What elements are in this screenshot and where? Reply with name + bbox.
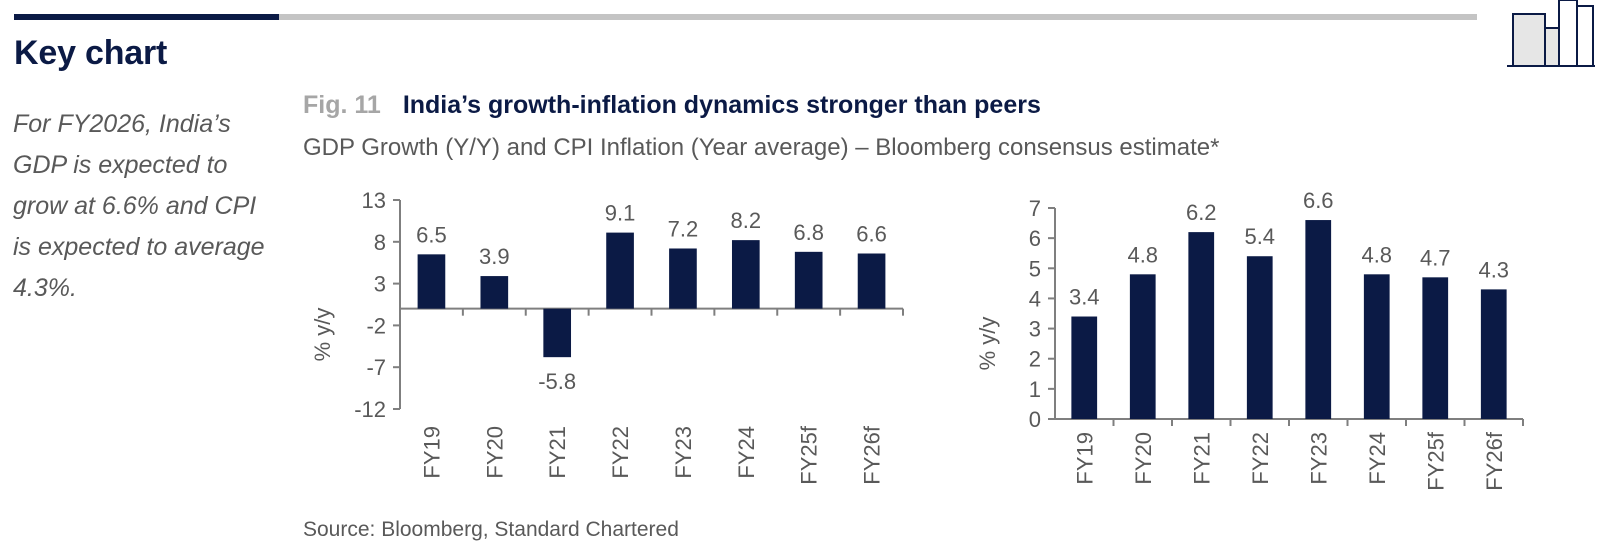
gdp-x-tick-label: FY22 <box>608 426 633 479</box>
gdp-y-tick-label: 13 <box>362 188 386 213</box>
gdp-y-tick-label: -12 <box>354 397 386 422</box>
header-rule-light <box>279 14 1477 20</box>
gdp-x-tick-label: FY26f <box>860 425 885 485</box>
gdp-bar <box>794 251 823 309</box>
gdp-bar <box>669 248 697 309</box>
cpi-bar <box>1188 232 1215 419</box>
gdp-data-label: 6.8 <box>793 220 824 245</box>
cpi-x-tick-label: FY21 <box>1189 432 1214 485</box>
cpi-data-label: 4.7 <box>1420 245 1451 270</box>
cpi-data-label: 6.2 <box>1186 200 1217 225</box>
cpi-y-tick-label: 5 <box>1029 256 1041 281</box>
gdp-x-tick-label: FY21 <box>545 426 570 479</box>
cpi-y-tick-label: 2 <box>1029 347 1041 372</box>
gdp-data-label: 6.5 <box>416 222 447 247</box>
cpi-x-tick-label: FY20 <box>1131 432 1156 485</box>
cpi-x-tick-label: FY25f <box>1423 431 1448 491</box>
cpi-data-label: 6.6 <box>1303 188 1334 213</box>
gdp-data-label: 8.2 <box>731 208 762 233</box>
section-title: Key chart <box>14 34 168 72</box>
cpi-y-tick-label: 1 <box>1029 377 1041 402</box>
cpi-bar <box>1422 277 1449 419</box>
figure-heading: Fig. 11 India’s growth-inflation dynamics… <box>303 91 1041 120</box>
cpi-y-tick-label: 7 <box>1029 196 1041 221</box>
cpi-data-label: 4.8 <box>1127 242 1158 267</box>
cpi-x-tick-label: FY26f <box>1482 431 1507 491</box>
gdp-y-tick-label: 8 <box>374 230 386 255</box>
cpi-bar <box>1246 256 1273 419</box>
cpi-bar <box>1480 289 1507 419</box>
cpi-y-tick-label: 4 <box>1029 286 1041 311</box>
cpi-data-label: 3.4 <box>1069 285 1100 310</box>
gdp-bar <box>543 308 572 358</box>
cpi-y-tick-label: 0 <box>1029 407 1041 432</box>
gdp-bar <box>417 254 446 309</box>
cpi-data-label: 5.4 <box>1244 224 1275 249</box>
gdp-bar <box>480 276 509 309</box>
cpi-y-tick-label: 6 <box>1029 226 1041 251</box>
cpi-data-label: 4.3 <box>1478 257 1509 282</box>
gdp-data-label: 7.2 <box>668 216 699 241</box>
gdp-x-tick-label: FY20 <box>482 426 507 479</box>
gdp-data-label: 6.6 <box>856 222 887 247</box>
gdp-data-label: 9.1 <box>605 201 636 226</box>
figure-title: India’s growth-inflation dynamics strong… <box>402 91 1041 119</box>
cpi-y-tick-label: 3 <box>1029 317 1041 342</box>
figure-subtitle: GDP Growth (Y/Y) and CPI Inflation (Year… <box>303 134 1220 161</box>
gdp-y-axis-label: % y/y <box>310 308 335 362</box>
cpi-x-tick-label: FY23 <box>1306 432 1331 485</box>
cpi-bar <box>1363 274 1390 419</box>
gdp-x-tick-label: FY19 <box>419 426 444 479</box>
header-rule-dark <box>14 14 279 20</box>
bar-chart-logo-icon <box>1507 0 1595 67</box>
cpi-x-tick-label: FY19 <box>1072 432 1097 485</box>
gdp-data-label: 3.9 <box>479 244 510 269</box>
gdp-bar <box>606 232 634 309</box>
cpi-bar <box>1305 220 1332 419</box>
gdp-bar <box>731 240 760 309</box>
cpi-bar <box>1071 316 1098 419</box>
gdp-x-tick-label: FY24 <box>734 426 759 479</box>
gdp-y-tick-label: -2 <box>366 313 386 338</box>
cpi-x-tick-label: FY24 <box>1365 432 1390 485</box>
cpi-y-axis-label: % y/y <box>975 317 1000 371</box>
gdp-data-label: -5.8 <box>538 369 576 394</box>
cpi-bar <box>1129 274 1156 419</box>
cpi-data-label: 4.8 <box>1361 242 1392 267</box>
gdp-y-tick-label: -7 <box>366 355 386 380</box>
side-note: For FY2026, India’s GDP is expected to g… <box>13 110 265 302</box>
figure-source: Source: Bloomberg, Standard Chartered <box>303 518 679 541</box>
gdp-bar <box>857 253 886 309</box>
gdp-y-tick-label: 3 <box>374 272 386 297</box>
gdp-x-tick-label: FY23 <box>671 426 696 479</box>
gdp-x-tick-label: FY25f <box>797 425 822 485</box>
cpi-x-tick-label: FY22 <box>1248 432 1273 485</box>
figure-number: Fig. 11 <box>303 91 381 119</box>
